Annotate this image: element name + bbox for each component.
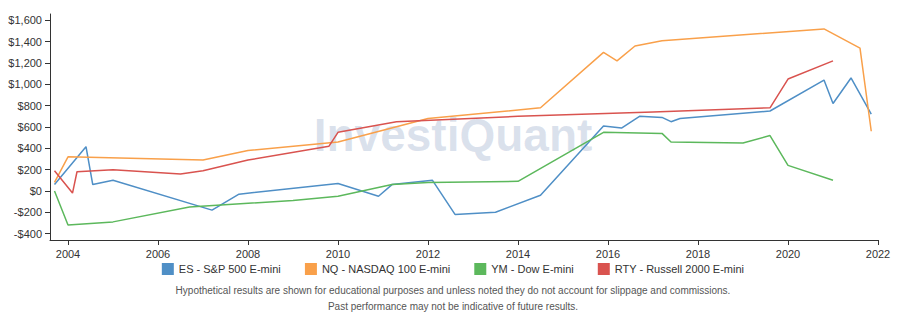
svg-text:$200: $200 <box>18 164 42 176</box>
svg-text:2020: 2020 <box>776 248 800 260</box>
svg-text:$1,400: $1,400 <box>8 36 42 48</box>
svg-text:$600: $600 <box>18 121 42 133</box>
svg-text:2014: 2014 <box>506 248 530 260</box>
svg-text:2006: 2006 <box>146 248 170 260</box>
svg-text:YM - Dow E-mini: YM - Dow E-mini <box>491 263 574 275</box>
svg-text:-$400: -$400 <box>14 228 42 240</box>
svg-text:2008: 2008 <box>236 248 260 260</box>
svg-text:InvestiQuant: InvestiQuant <box>313 109 593 161</box>
svg-text:2018: 2018 <box>686 248 710 260</box>
svg-text:-$200: -$200 <box>14 206 42 218</box>
svg-text:2012: 2012 <box>416 248 440 260</box>
svg-text:2016: 2016 <box>596 248 620 260</box>
svg-text:Hypothetical results are shown: Hypothetical results are shown for educa… <box>176 285 731 296</box>
svg-text:NQ - NASDAQ 100 E-mini: NQ - NASDAQ 100 E-mini <box>322 263 450 275</box>
svg-text:2022: 2022 <box>866 248 890 260</box>
svg-text:ES - S&P 500 E-mini: ES - S&P 500 E-mini <box>179 263 281 275</box>
svg-text:$1,200: $1,200 <box>8 57 42 69</box>
svg-text:Past performance may not be in: Past performance may not be indicative o… <box>328 301 578 312</box>
svg-text:$0: $0 <box>30 185 42 197</box>
svg-text:$1,000: $1,000 <box>8 78 42 90</box>
svg-text:$1,600: $1,600 <box>8 14 42 26</box>
svg-text:$400: $400 <box>18 142 42 154</box>
svg-text:$800: $800 <box>18 100 42 112</box>
svg-text:2004: 2004 <box>56 248 80 260</box>
svg-text:RTY - Russell 2000 E-mini: RTY - Russell 2000 E-mini <box>615 263 744 275</box>
svg-text:2010: 2010 <box>326 248 350 260</box>
